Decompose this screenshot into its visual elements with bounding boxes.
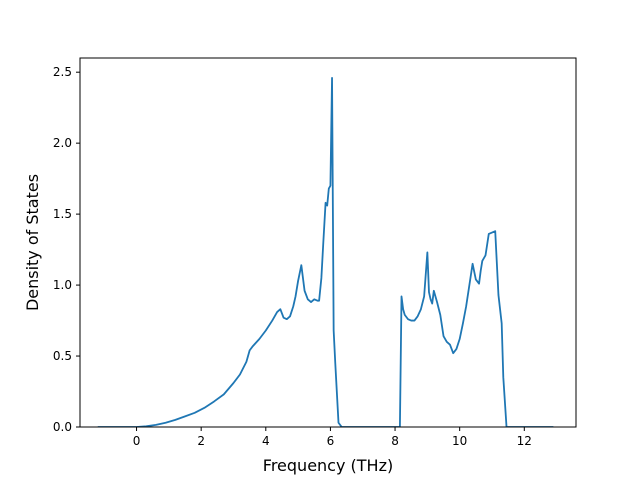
plot-frame	[79, 57, 577, 428]
x-axis: 0 2 4 6 8 10 12	[133, 427, 532, 448]
x-tick-label: 12	[517, 434, 532, 448]
y-tick-label: 0.0	[53, 420, 72, 434]
series-line-0	[97, 76, 554, 427]
x-tick-label: 0	[133, 434, 141, 448]
x-tick-label: 4	[262, 434, 270, 448]
x-tick-label: 2	[197, 434, 205, 448]
y-tick-label: 2.0	[53, 136, 72, 150]
x-tick-label: 10	[452, 434, 467, 448]
y-axis: 0.0 0.5 1.0 1.5 2.0 2.5	[53, 65, 80, 434]
y-tick-label: 1.5	[53, 207, 72, 221]
y-axis-label: Density of States	[23, 174, 42, 311]
x-tick-label: 6	[327, 434, 335, 448]
x-axis-label: Frequency (THz)	[263, 456, 393, 475]
y-tick-label: 1.0	[53, 278, 72, 292]
y-tick-label: 0.5	[53, 349, 72, 363]
x-tick-label: 8	[391, 434, 399, 448]
y-tick-label: 2.5	[53, 65, 72, 79]
plot-area	[97, 76, 554, 427]
